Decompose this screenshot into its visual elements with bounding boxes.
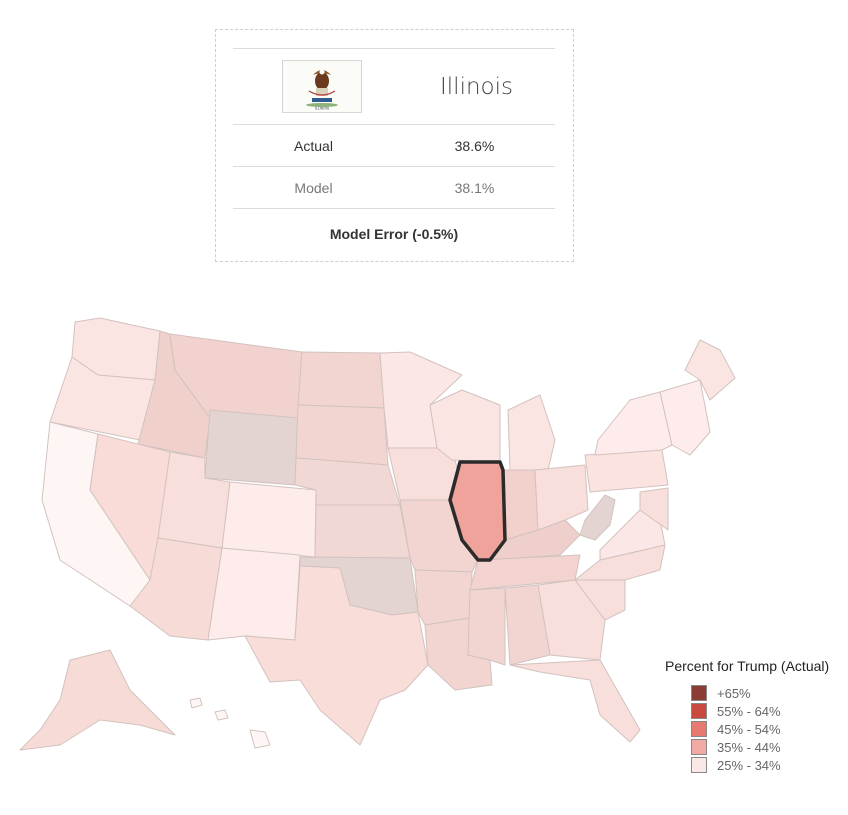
state-IL-outline[interactable] (448, 460, 507, 562)
state-IN[interactable] (502, 469, 539, 541)
model-value: 38.1% (454, 179, 495, 196)
legend-swatch (691, 739, 707, 755)
state-FL[interactable] (509, 659, 641, 743)
legend-label: 25% - 34% (717, 757, 781, 773)
legend-swatch (691, 757, 707, 773)
legend: Percent for Trump (Actual) +65% 55% - 64%… (665, 658, 829, 774)
state-header-row: ILLINOIS Illinois (233, 49, 555, 125)
legend-swatch (691, 685, 707, 701)
state-PA[interactable] (584, 449, 669, 493)
state-OH[interactable] (534, 464, 589, 531)
state-NJ-MD[interactable] (639, 487, 669, 531)
model-row: Model 38.1% (233, 167, 555, 209)
legend-title: Percent for Trump (Actual) (665, 658, 830, 674)
legend-item: 45% - 54% (691, 720, 829, 738)
state-KS[interactable] (314, 504, 411, 559)
state-WI[interactable] (429, 389, 501, 463)
legend-item: 25% - 34% (691, 756, 829, 774)
model-label: Model (294, 179, 333, 196)
state-AK[interactable] (19, 649, 176, 751)
us-map (19, 317, 736, 751)
state-CO[interactable] (221, 481, 317, 558)
legend-item: 35% - 44% (691, 738, 829, 756)
legend-label: 55% - 64% (717, 703, 781, 719)
state-AR[interactable] (414, 569, 473, 626)
model-error: Model Error (-0.5%) (329, 226, 459, 242)
legend-swatch (691, 703, 707, 719)
state-info-card: ILLINOIS Illinois Actual 38.6% Model 38.… (215, 29, 574, 262)
actual-label: Actual (294, 137, 333, 154)
state-HI[interactable] (189, 697, 271, 749)
legend-item: +65% (691, 684, 829, 702)
legend-swatch (691, 721, 707, 737)
legend-label: 35% - 44% (717, 739, 781, 755)
state-NC[interactable] (574, 544, 666, 581)
legend-label: +65% (717, 685, 751, 701)
state-NM[interactable] (207, 547, 301, 641)
flag-caption: ILLINOIS (315, 107, 330, 111)
state-NY[interactable] (594, 391, 673, 456)
state-GA[interactable] (537, 579, 606, 661)
state-TX[interactable] (244, 565, 429, 746)
actual-row: Actual 38.6% (233, 125, 555, 167)
legend-item: 55% - 64% (691, 702, 829, 720)
illinois-flag-icon: ILLINOIS (282, 60, 362, 113)
state-WV[interactable] (579, 494, 616, 541)
state-WY[interactable] (204, 409, 299, 486)
state-MI[interactable] (507, 394, 556, 471)
state-MS[interactable] (467, 587, 506, 666)
state-SD[interactable] (295, 404, 389, 466)
state-NE-region[interactable] (659, 379, 711, 456)
state-name: Illinois (440, 73, 513, 100)
state-ND[interactable] (297, 351, 385, 409)
legend-label: 45% - 54% (717, 721, 781, 737)
state-VA[interactable] (599, 509, 666, 561)
actual-value: 38.6% (454, 137, 495, 154)
state-info-table: ILLINOIS Illinois Actual 38.6% Model 38.… (233, 48, 555, 259)
state-ME[interactable] (684, 339, 736, 401)
